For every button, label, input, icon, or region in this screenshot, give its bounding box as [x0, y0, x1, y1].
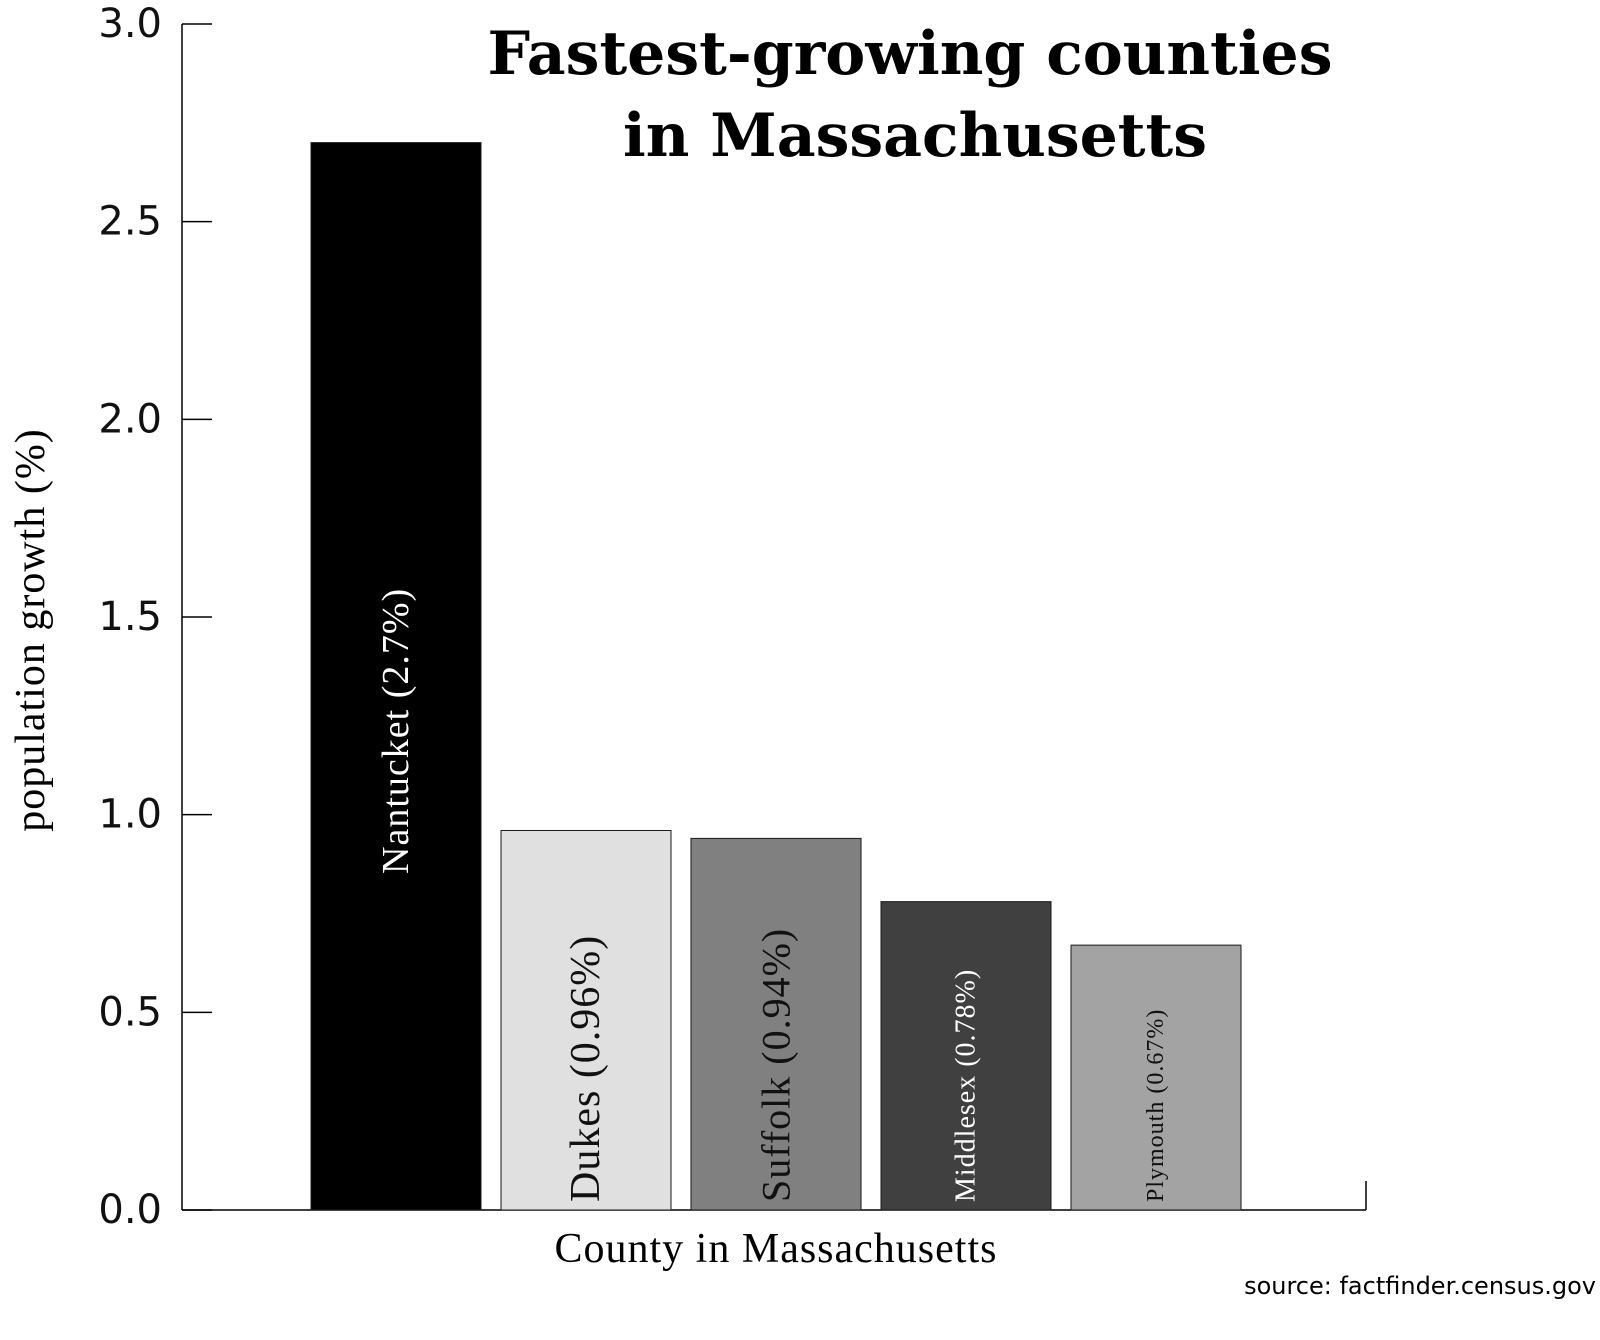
- bar-suffolk: [690, 837, 862, 1211]
- y-tick-label: 2.5: [98, 199, 162, 245]
- bar-label-plymouth: Plymouth (0.67%): [1143, 1009, 1169, 1202]
- bar-label-suffolk: Suffolk (0.94%): [754, 928, 799, 1202]
- y-tick-label: 1.0: [98, 792, 162, 838]
- bar-label-nantucket: Nantucket (2.7%): [375, 588, 417, 874]
- y-tick-label: 3.0: [98, 1, 162, 47]
- y-axis-ticks: 0.0 0.5 1.0 1.5 2.0 2.5 3.0: [98, 1, 212, 1233]
- source-note: source: factfinder.census.gov: [1244, 1272, 1596, 1300]
- bar-labels: Nantucket (2.7%) Dukes (0.96%) Suffolk (0.…: [375, 588, 1169, 1202]
- y-tick-label: 0.0: [98, 1187, 162, 1233]
- y-tick-label: 2.0: [98, 396, 162, 442]
- x-axis-title: County in Massachusetts: [555, 1226, 998, 1272]
- chart-title-line-2: in Massachusetts: [623, 101, 1207, 171]
- y-axis-title: population growth (%): [8, 428, 54, 832]
- bars: [310, 142, 1242, 1211]
- bar-dukes: [500, 829, 672, 1211]
- bar-middlesex: [880, 901, 1052, 1211]
- chart-title: Fastest-growing counties in Massachusett…: [487, 19, 1332, 171]
- chart-title-line-1: Fastest-growing counties: [487, 19, 1332, 89]
- bar-label-middlesex: Middlesex (0.78%): [951, 969, 982, 1202]
- y-tick-label: 1.5: [98, 594, 162, 640]
- y-tick-label: 0.5: [98, 989, 162, 1035]
- bar-nantucket: [310, 142, 482, 1211]
- bar-label-dukes: Dukes (0.96%): [563, 935, 609, 1202]
- bar-plymouth: [1070, 944, 1242, 1211]
